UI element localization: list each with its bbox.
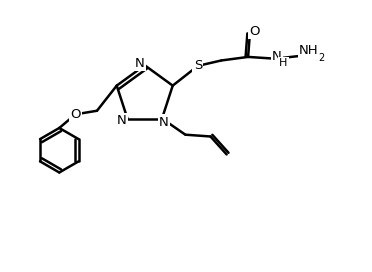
Text: O: O xyxy=(70,108,81,121)
Text: 2: 2 xyxy=(318,52,325,63)
Text: S: S xyxy=(194,59,202,72)
Text: O: O xyxy=(249,24,259,38)
Text: H: H xyxy=(279,58,288,68)
Text: N: N xyxy=(134,57,144,70)
Text: N: N xyxy=(117,114,127,127)
Text: N: N xyxy=(159,116,169,129)
Text: N: N xyxy=(272,50,282,63)
Text: NH: NH xyxy=(299,44,318,57)
